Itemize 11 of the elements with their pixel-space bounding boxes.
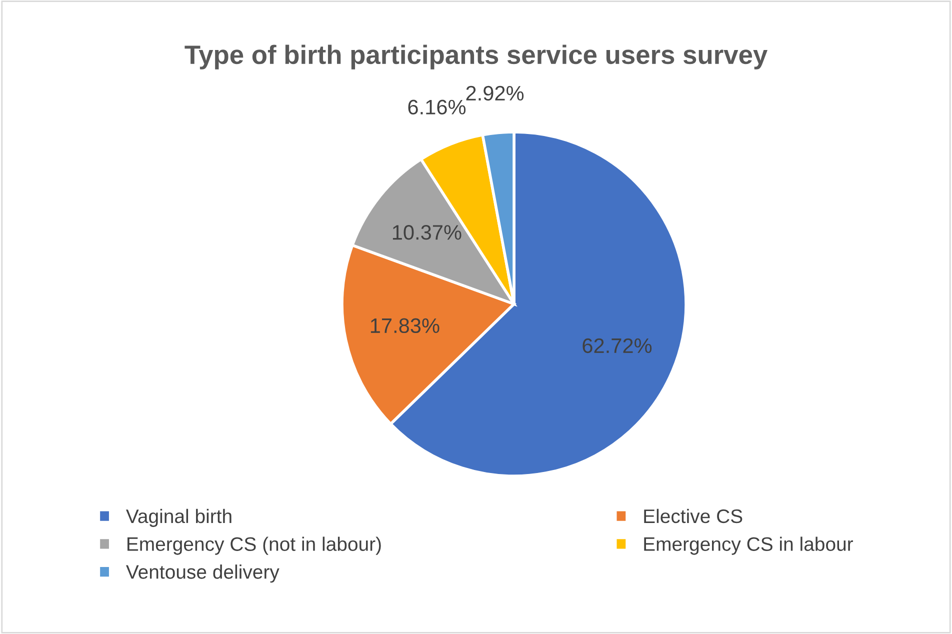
data-label: 2.92% <box>466 86 524 101</box>
data-label: 6.16% <box>408 100 466 114</box>
data-label: 17.83% <box>370 318 440 334</box>
legend-label: Emergency CS (not in labour) <box>128 536 381 555</box>
data-label: 62.72% <box>582 338 652 354</box>
legend-label: Emergency CS in labour <box>644 536 853 555</box>
data-label: 10.37% <box>392 225 462 240</box>
legend-label: Vaginal birth <box>126 508 232 527</box>
legend-label: Ventouse delivery <box>126 564 280 583</box>
chart-title: Type of birth participants service users survey <box>184 44 768 70</box>
legend-label: Elective CS <box>644 508 742 524</box>
